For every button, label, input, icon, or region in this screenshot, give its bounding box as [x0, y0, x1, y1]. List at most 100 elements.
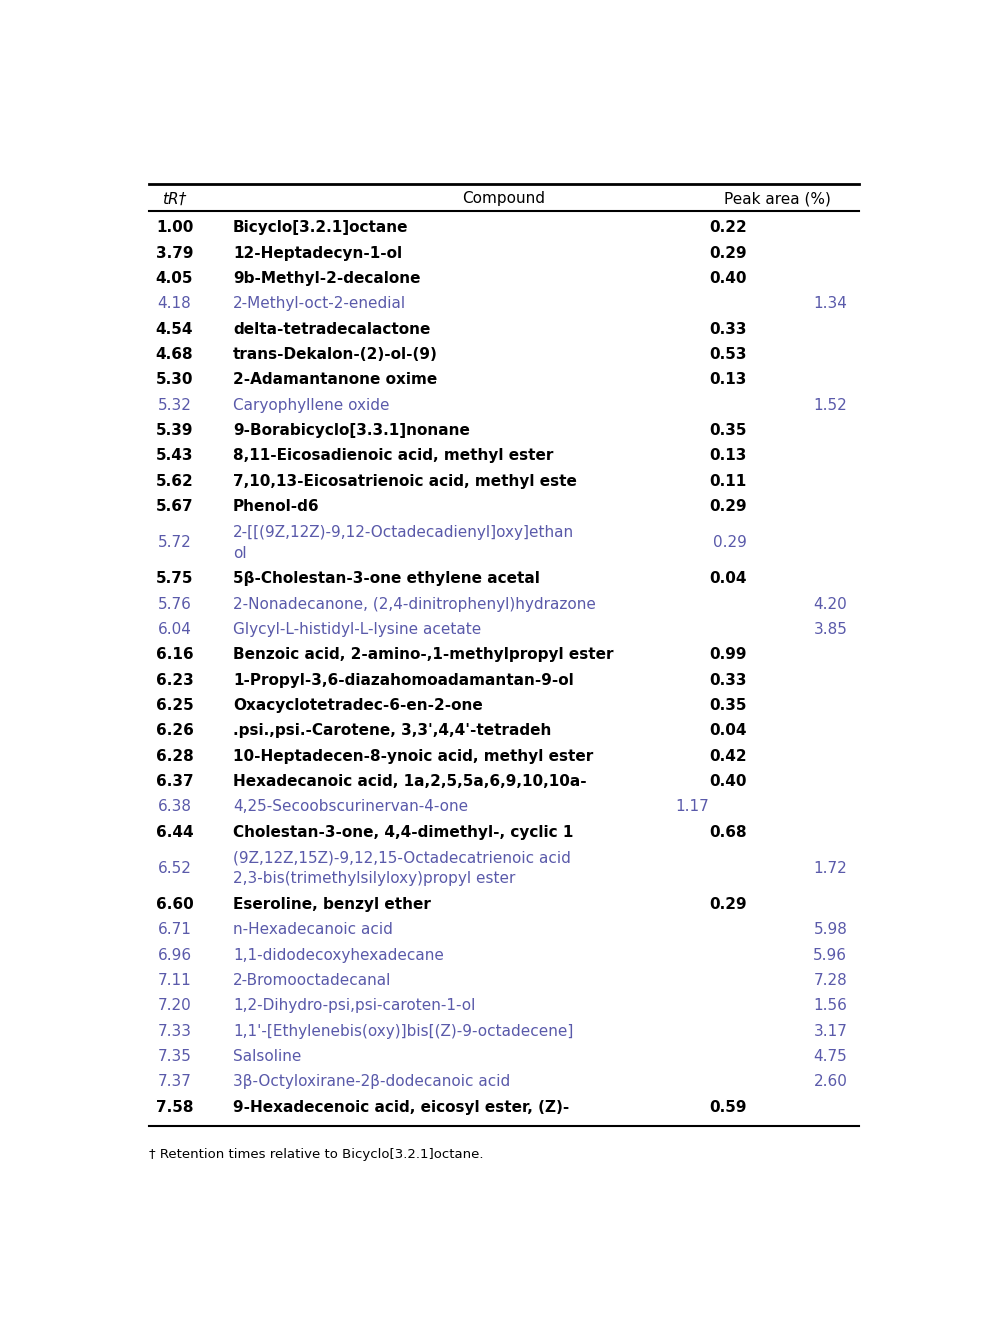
Text: Eseroline, benzyl ether: Eseroline, benzyl ether — [233, 896, 431, 912]
Text: 0.22: 0.22 — [709, 220, 746, 236]
Text: 6.60: 6.60 — [155, 896, 193, 912]
Text: 6.26: 6.26 — [155, 723, 193, 738]
Text: 0.40: 0.40 — [709, 774, 746, 789]
Text: 6.71: 6.71 — [157, 922, 191, 938]
Text: 3.17: 3.17 — [813, 1024, 847, 1039]
Text: 2.60: 2.60 — [813, 1075, 847, 1090]
Text: 0.99: 0.99 — [709, 647, 746, 662]
Text: Caryophyllene oxide: Caryophyllene oxide — [233, 398, 390, 413]
Text: 5.30: 5.30 — [156, 373, 193, 388]
Text: 4.18: 4.18 — [158, 297, 191, 312]
Text: 6.04: 6.04 — [157, 622, 191, 637]
Text: Oxacyclotetradec-6-en-2-one: Oxacyclotetradec-6-en-2-one — [233, 698, 483, 713]
Text: 6.23: 6.23 — [155, 673, 193, 687]
Text: 10-Heptadecen-8-ynoic acid, methyl ester: 10-Heptadecen-8-ynoic acid, methyl ester — [233, 749, 593, 763]
Text: 5.62: 5.62 — [155, 474, 193, 489]
Text: 5.32: 5.32 — [157, 398, 191, 413]
Text: 6.52: 6.52 — [157, 860, 191, 876]
Text: Peak area (%): Peak area (%) — [724, 192, 831, 206]
Text: 2-Adamantanone oxime: 2-Adamantanone oxime — [233, 373, 437, 388]
Text: 4.68: 4.68 — [156, 348, 193, 362]
Text: 1,1'-[Ethylenebis(oxy)]bis[(Z)-9-octadecene]: 1,1'-[Ethylenebis(oxy)]bis[(Z)-9-octadec… — [233, 1024, 573, 1039]
Text: 1.17: 1.17 — [675, 799, 709, 814]
Text: 0.04: 0.04 — [709, 571, 746, 586]
Text: 1.00: 1.00 — [156, 220, 193, 236]
Text: 5.39: 5.39 — [156, 424, 193, 438]
Text: 9b-Methyl-2-decalone: 9b-Methyl-2-decalone — [233, 272, 420, 286]
Text: 0.68: 0.68 — [709, 825, 746, 839]
Text: 0.53: 0.53 — [709, 348, 746, 362]
Text: 0.13: 0.13 — [709, 449, 746, 464]
Text: 0.59: 0.59 — [709, 1100, 746, 1115]
Text: 0.40: 0.40 — [709, 272, 746, 286]
Text: † Retention times relative to Bicyclo[3.2.1]octane.: † Retention times relative to Bicyclo[3.… — [149, 1148, 484, 1162]
Text: 3β-Octyloxirane-2β-dodecanoic acid: 3β-Octyloxirane-2β-dodecanoic acid — [233, 1075, 511, 1090]
Text: .psi.,psi.-Carotene, 3,3',4,4'-tetradeh: .psi.,psi.-Carotene, 3,3',4,4'-tetradeh — [233, 723, 552, 738]
Text: Bicyclo[3.2.1]octane: Bicyclo[3.2.1]octane — [233, 220, 409, 236]
Text: 5.75: 5.75 — [156, 571, 193, 586]
Text: 8,11-Eicosadienoic acid, methyl ester: 8,11-Eicosadienoic acid, methyl ester — [233, 449, 554, 464]
Text: 5.96: 5.96 — [813, 947, 847, 963]
Text: 2,3-bis(trimethylsilyloxy)propyl ester: 2,3-bis(trimethylsilyloxy)propyl ester — [233, 871, 516, 887]
Text: 1.52: 1.52 — [813, 398, 847, 413]
Text: 4.05: 4.05 — [156, 272, 193, 286]
Text: 0.33: 0.33 — [709, 673, 746, 687]
Text: 1,1-didodecoxyhexadecane: 1,1-didodecoxyhexadecane — [233, 947, 444, 963]
Text: 6.25: 6.25 — [155, 698, 193, 713]
Text: 0.29: 0.29 — [713, 535, 746, 550]
Text: 1.34: 1.34 — [813, 297, 847, 312]
Text: 7.11: 7.11 — [158, 972, 191, 988]
Text: 6.44: 6.44 — [156, 825, 193, 839]
Text: 2-Nonadecanone, (2,4-dinitrophenyl)hydrazone: 2-Nonadecanone, (2,4-dinitrophenyl)hydra… — [233, 597, 596, 611]
Text: 6.16: 6.16 — [156, 647, 193, 662]
Text: tR†: tR† — [162, 192, 187, 206]
Text: 1-Propyl-3,6-diazahomoadamantan-9-ol: 1-Propyl-3,6-diazahomoadamantan-9-ol — [233, 673, 573, 687]
Text: 5.43: 5.43 — [156, 449, 193, 464]
Text: trans-Dekalon-(2)-ol-(9): trans-Dekalon-(2)-ol-(9) — [233, 348, 438, 362]
Text: 0.29: 0.29 — [709, 245, 746, 261]
Text: 7,10,13-Eicosatrienoic acid, methyl este: 7,10,13-Eicosatrienoic acid, methyl este — [233, 474, 577, 489]
Text: 3.79: 3.79 — [156, 245, 193, 261]
Text: 6.96: 6.96 — [157, 947, 191, 963]
Text: Compound: Compound — [462, 192, 545, 206]
Text: Glycyl-L-histidyl-L-lysine acetate: Glycyl-L-histidyl-L-lysine acetate — [233, 622, 481, 637]
Text: 7.33: 7.33 — [157, 1024, 191, 1039]
Text: 0.29: 0.29 — [709, 500, 746, 514]
Text: n-Hexadecanoic acid: n-Hexadecanoic acid — [233, 922, 393, 938]
Text: Salsoline: Salsoline — [233, 1050, 301, 1064]
Text: Benzoic acid, 2-amino-,1-methylpropyl ester: Benzoic acid, 2-amino-,1-methylpropyl es… — [233, 647, 614, 662]
Text: 4.54: 4.54 — [156, 322, 193, 337]
Text: 5.67: 5.67 — [156, 500, 193, 514]
Text: 5.72: 5.72 — [158, 535, 191, 550]
Text: 9-Borabicyclo[3.3.1]nonane: 9-Borabicyclo[3.3.1]nonane — [233, 424, 470, 438]
Text: 1.56: 1.56 — [813, 998, 847, 1014]
Text: 4.75: 4.75 — [813, 1050, 847, 1064]
Text: 3.85: 3.85 — [813, 622, 847, 637]
Text: 0.13: 0.13 — [709, 373, 746, 388]
Text: Cholestan-3-one, 4,4-dimethyl-, cyclic 1: Cholestan-3-one, 4,4-dimethyl-, cyclic 1 — [233, 825, 573, 839]
Text: 5.76: 5.76 — [157, 597, 191, 611]
Text: 7.35: 7.35 — [157, 1050, 191, 1064]
Text: (9Z,12Z,15Z)-9,12,15-Octadecatrienoic acid: (9Z,12Z,15Z)-9,12,15-Octadecatrienoic ac… — [233, 850, 571, 866]
Text: ol: ol — [233, 546, 246, 561]
Text: 0.35: 0.35 — [709, 698, 746, 713]
Text: 0.35: 0.35 — [709, 424, 746, 438]
Text: 0.04: 0.04 — [709, 723, 746, 738]
Text: 9-Hexadecenoic acid, eicosyl ester, (Z)-: 9-Hexadecenoic acid, eicosyl ester, (Z)- — [233, 1100, 570, 1115]
Text: 2-Methyl-oct-2-enedial: 2-Methyl-oct-2-enedial — [233, 297, 407, 312]
Text: 1.72: 1.72 — [813, 860, 847, 876]
Text: 7.28: 7.28 — [813, 972, 847, 988]
Text: Hexadecanoic acid, 1a,2,5,5a,6,9,10,10a-: Hexadecanoic acid, 1a,2,5,5a,6,9,10,10a- — [233, 774, 586, 789]
Text: Phenol-d6: Phenol-d6 — [233, 500, 320, 514]
Text: 12-Heptadecyn-1-ol: 12-Heptadecyn-1-ol — [233, 245, 403, 261]
Text: 2-Bromooctadecanal: 2-Bromooctadecanal — [233, 972, 392, 988]
Text: 4.20: 4.20 — [813, 597, 847, 611]
Text: 1,2-Dihydro-psi,psi-caroten-1-ol: 1,2-Dihydro-psi,psi-caroten-1-ol — [233, 998, 475, 1014]
Text: 0.33: 0.33 — [709, 322, 746, 337]
Text: 0.42: 0.42 — [709, 749, 746, 763]
Text: 0.29: 0.29 — [709, 896, 746, 912]
Text: 6.37: 6.37 — [156, 774, 193, 789]
Text: 2-[[(9Z,12Z)-9,12-Octadecadienyl]oxy]ethan: 2-[[(9Z,12Z)-9,12-Octadecadienyl]oxy]eth… — [233, 525, 574, 539]
Text: 5.98: 5.98 — [813, 922, 847, 938]
Text: 7.37: 7.37 — [157, 1075, 191, 1090]
